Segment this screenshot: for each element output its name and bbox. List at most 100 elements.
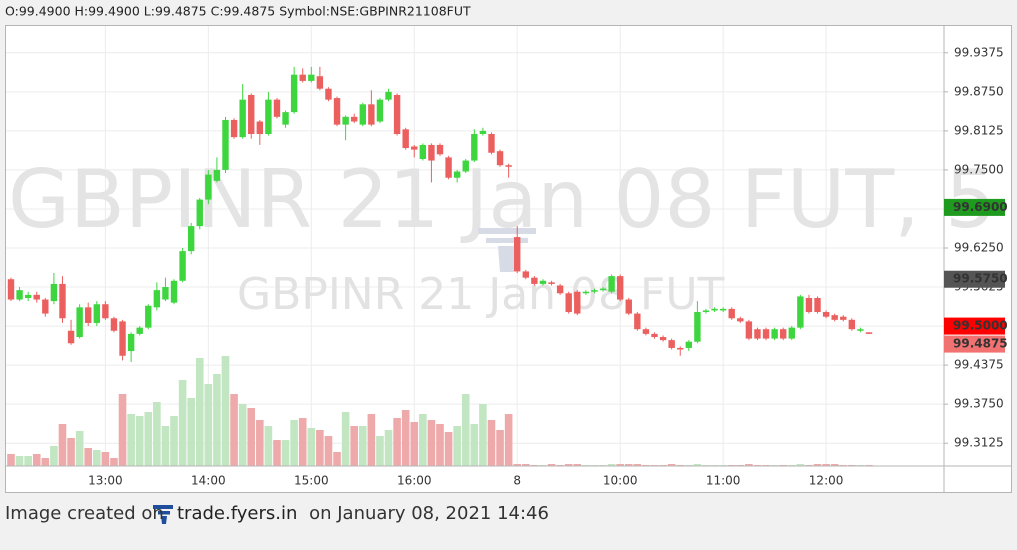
candle-body <box>359 104 366 125</box>
volume-bar <box>564 464 573 466</box>
candle-body <box>814 297 821 313</box>
volume-bar <box>573 464 582 466</box>
candle-body <box>59 283 66 319</box>
candle-body <box>788 327 795 339</box>
y-tick-label: 99.3125 <box>954 436 1004 450</box>
volume-bar <box>290 420 298 466</box>
candle-body <box>119 321 126 356</box>
volume-bar <box>204 384 213 466</box>
candle-body <box>402 129 409 149</box>
price-label-box <box>944 335 1005 353</box>
candle-body <box>462 160 469 172</box>
candle-body <box>651 333 658 338</box>
volume-bar <box>153 402 161 466</box>
volume-bar <box>316 430 324 466</box>
candle-body <box>702 310 710 313</box>
candle-body <box>351 116 358 122</box>
volume-bar <box>161 426 170 466</box>
candle-body <box>411 146 418 150</box>
x-tick-label: 15:00 <box>294 474 329 488</box>
x-tick-label: 13:00 <box>88 474 123 488</box>
candle-body <box>453 171 461 178</box>
candle-body <box>170 280 178 303</box>
candle-body <box>565 293 572 313</box>
candle-body <box>514 237 521 272</box>
candle-body <box>76 307 83 338</box>
candle-body <box>24 294 32 298</box>
volume-bar <box>7 454 15 466</box>
price-label: 99.5000 <box>953 319 1008 333</box>
volume-bar <box>624 464 633 466</box>
volume-bar <box>135 416 144 466</box>
volume-bar <box>419 414 427 466</box>
candle-body <box>50 283 58 302</box>
x-tick-label: 8 <box>513 474 521 488</box>
candle-body <box>822 312 830 317</box>
axes: 99.937599.875099.812599.750099.687599.62… <box>88 45 1008 487</box>
candle-body <box>393 94 401 135</box>
candle-body <box>385 91 392 100</box>
candle-body <box>685 341 693 348</box>
y-tick-label: 99.8750 <box>954 84 1004 98</box>
candle-body <box>591 290 598 292</box>
volume-bar <box>813 464 822 466</box>
price-label-box <box>944 198 1005 216</box>
candle-body <box>505 165 512 167</box>
volume-bar <box>667 464 676 466</box>
candle-body <box>248 94 255 135</box>
candle-body <box>711 308 718 311</box>
volume-bar <box>496 430 504 466</box>
candle-body <box>256 121 264 135</box>
footer: Image created on trade.fyers.in on Janua… <box>5 503 549 524</box>
volume-bar <box>93 450 101 466</box>
volume-bar <box>41 458 50 466</box>
x-tick-label: 11:00 <box>706 474 741 488</box>
x-tick-label: 16:00 <box>397 474 432 488</box>
volume-bar <box>522 464 530 466</box>
volume-bar <box>247 408 256 466</box>
candle-body <box>368 104 375 125</box>
price-label-box <box>944 317 1005 335</box>
candle-body <box>93 304 100 323</box>
candle-body <box>531 277 538 284</box>
candle-body <box>333 98 341 125</box>
x-tick-label: 12:00 <box>809 474 844 488</box>
candle-body <box>754 329 761 339</box>
candle-body <box>187 226 195 252</box>
candle-body <box>308 74 315 81</box>
candle-body <box>677 347 684 350</box>
candle-body <box>574 291 581 314</box>
volume-bar <box>144 412 153 466</box>
volume-bar <box>607 464 616 466</box>
volume-bar <box>67 438 75 466</box>
candle-body <box>273 99 281 117</box>
volume-bar <box>118 394 127 466</box>
volume-bar <box>487 420 496 466</box>
volume-bars <box>7 356 873 466</box>
volume-bar <box>333 452 341 466</box>
volume-bar <box>170 416 178 466</box>
watermark-logo <box>478 228 536 272</box>
candle-body <box>7 279 15 300</box>
volume-bar <box>504 414 513 466</box>
volume-bar <box>195 358 204 466</box>
y-tick-label: 99.7500 <box>954 162 1004 176</box>
volume-bar <box>178 380 187 466</box>
volume-bar <box>110 458 118 466</box>
volume-bar <box>324 436 333 466</box>
volume-bar <box>350 426 358 466</box>
volume-bar <box>238 404 247 466</box>
candle-body <box>136 327 143 334</box>
candle-body <box>342 116 349 125</box>
candle-body <box>659 337 667 341</box>
volume-bar <box>101 452 110 466</box>
volume-bar <box>633 464 642 466</box>
candle-body <box>848 319 856 330</box>
volume-bar <box>470 424 479 466</box>
candle-body <box>436 144 444 155</box>
volume-bar <box>58 424 67 466</box>
volume-bar <box>24 456 32 466</box>
volume-bar <box>479 404 487 466</box>
volume-bar <box>796 464 805 466</box>
